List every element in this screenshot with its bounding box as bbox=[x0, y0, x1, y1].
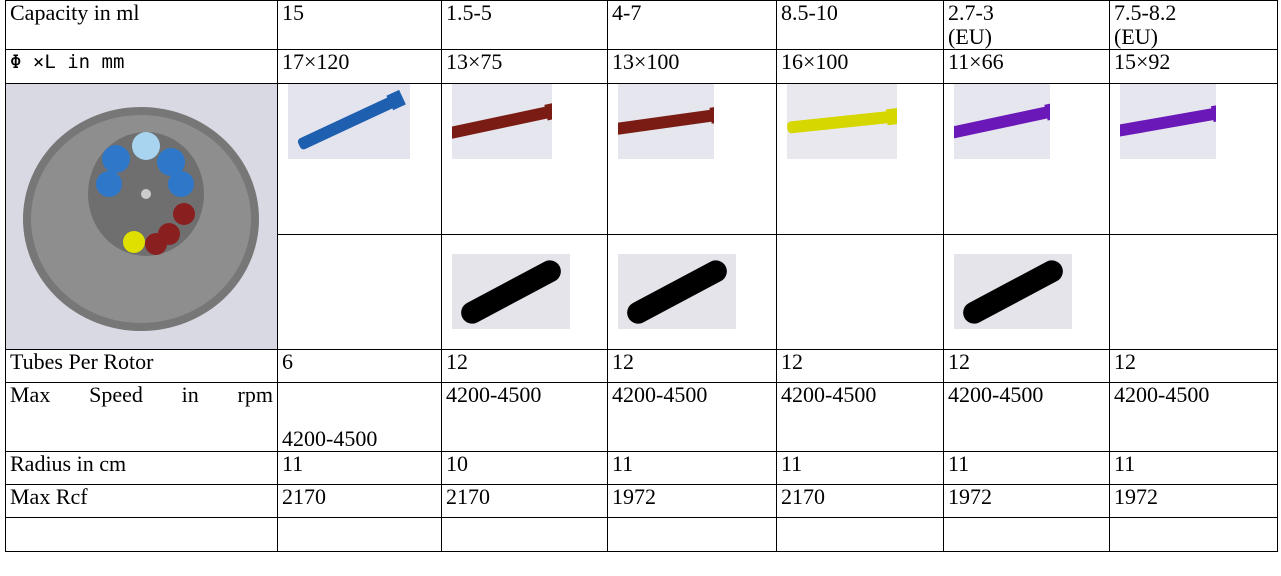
table-cell: 2170 bbox=[277, 484, 442, 518]
table-cell: 10 bbox=[441, 451, 608, 485]
table-cell: Tubes Per Rotor bbox=[5, 349, 278, 383]
table-cell: 12 bbox=[943, 349, 1110, 383]
table-cell: 2170 bbox=[441, 484, 608, 518]
table-cell bbox=[607, 83, 777, 235]
table-cell: 1972 bbox=[1109, 484, 1278, 518]
tube-image bbox=[787, 84, 897, 159]
table-cell: 13×100 bbox=[607, 49, 777, 84]
table-cell: Max Speed in rpm bbox=[5, 382, 278, 452]
table-cell bbox=[441, 83, 608, 235]
table-cell: 11 bbox=[277, 451, 442, 485]
table-cell: 15 bbox=[277, 0, 442, 50]
table-cell bbox=[277, 83, 442, 235]
tube-image bbox=[452, 254, 570, 330]
table-cell: 4200-4500 bbox=[1109, 382, 1278, 452]
table-cell bbox=[441, 517, 608, 552]
table-row: Radius in cm 11 10 11 11 11 11 bbox=[5, 451, 1278, 485]
table-cell: 7.5-8.2 (EU) bbox=[1109, 0, 1278, 50]
table-cell: 4200-4500 bbox=[776, 382, 944, 452]
table-cell: 2.7-3 (EU) bbox=[943, 0, 1110, 50]
table-cell bbox=[943, 517, 1110, 552]
table-cell bbox=[1109, 517, 1278, 552]
tube-image bbox=[954, 84, 1050, 159]
table-cell: 1.5-5 bbox=[441, 0, 608, 50]
table-cell: 2170 bbox=[776, 484, 944, 518]
tube-image bbox=[618, 254, 736, 330]
table-cell: 11×66 bbox=[943, 49, 1110, 84]
table-row: Max Speed in rpm 4200-4500 4200-4500 4200-4… bbox=[5, 382, 1278, 452]
table-cell: 11 bbox=[776, 451, 944, 485]
table-cell: 4200-4500 bbox=[441, 382, 608, 452]
tube-image bbox=[618, 84, 714, 159]
table-cell bbox=[277, 233, 442, 351]
table-cell: 13×75 bbox=[441, 49, 608, 84]
table-cell bbox=[607, 517, 777, 552]
table-row: Capacity in ml 15 1.5-5 4-7 8.5-10 2.7-3 (EU)… bbox=[5, 0, 1278, 50]
table-cell bbox=[441, 233, 608, 351]
table-cell: 16×100 bbox=[776, 49, 944, 84]
table-row bbox=[5, 517, 1278, 552]
table-cell: 11 bbox=[607, 451, 777, 485]
table-cell bbox=[776, 517, 944, 552]
table-row: Tubes Per Rotor 6 12 12 12 12 12 bbox=[5, 349, 1278, 383]
table-cell: 1972 bbox=[943, 484, 1110, 518]
table-cell bbox=[1109, 233, 1278, 351]
tube-image bbox=[1120, 84, 1216, 159]
table-cell bbox=[607, 233, 777, 351]
table-cell bbox=[943, 83, 1110, 235]
table-cell: 11 bbox=[943, 451, 1110, 485]
table-cell bbox=[1109, 83, 1278, 235]
table-cell: 12 bbox=[441, 349, 608, 383]
table-row bbox=[6, 233, 1278, 351]
table-cell bbox=[5, 83, 278, 350]
table-cell: Radius in cm bbox=[5, 451, 278, 485]
table-cell: 17×120 bbox=[277, 49, 442, 84]
table-cell: Max Rcf bbox=[5, 484, 278, 518]
table-cell bbox=[277, 517, 442, 552]
table-cell: 8.5-10 bbox=[776, 0, 944, 50]
table-cell: 4200-4500 bbox=[943, 382, 1110, 452]
table-cell bbox=[5, 517, 278, 552]
tube-image bbox=[954, 254, 1072, 330]
table-cell: 12 bbox=[607, 349, 777, 383]
table-row: Max Rcf 2170 2170 1972 2170 1972 1972 bbox=[5, 484, 1278, 518]
table-row: Φ ×L in mm 17×120 13×75 13×100 16×100 11×66 15… bbox=[5, 49, 1278, 84]
table-row bbox=[5, 83, 1278, 350]
table-cell: 6 bbox=[277, 349, 442, 383]
table-cell: 11 bbox=[1109, 451, 1278, 485]
table-cell: 4200-4500 bbox=[607, 382, 777, 452]
table-cell: 4200-4500 bbox=[277, 382, 442, 452]
table-cell: Φ ×L in mm bbox=[5, 49, 278, 84]
tube-image bbox=[288, 84, 410, 159]
rotor-image bbox=[6, 84, 277, 349]
table-cell: 1972 bbox=[607, 484, 777, 518]
table-cell: 12 bbox=[776, 349, 944, 383]
table-cell: 12 bbox=[1109, 349, 1278, 383]
table-cell: 4-7 bbox=[607, 0, 777, 50]
tube-image bbox=[452, 84, 552, 159]
table-cell: Capacity in ml bbox=[5, 0, 278, 50]
table-cell bbox=[776, 83, 944, 235]
table-cell bbox=[776, 233, 944, 351]
table-cell: 15×92 bbox=[1109, 49, 1278, 84]
spec-table: Capacity in ml 15 1.5-5 4-7 8.5-10 2.7-3 (EU)… bbox=[5, 0, 1278, 552]
table-cell bbox=[943, 233, 1110, 351]
